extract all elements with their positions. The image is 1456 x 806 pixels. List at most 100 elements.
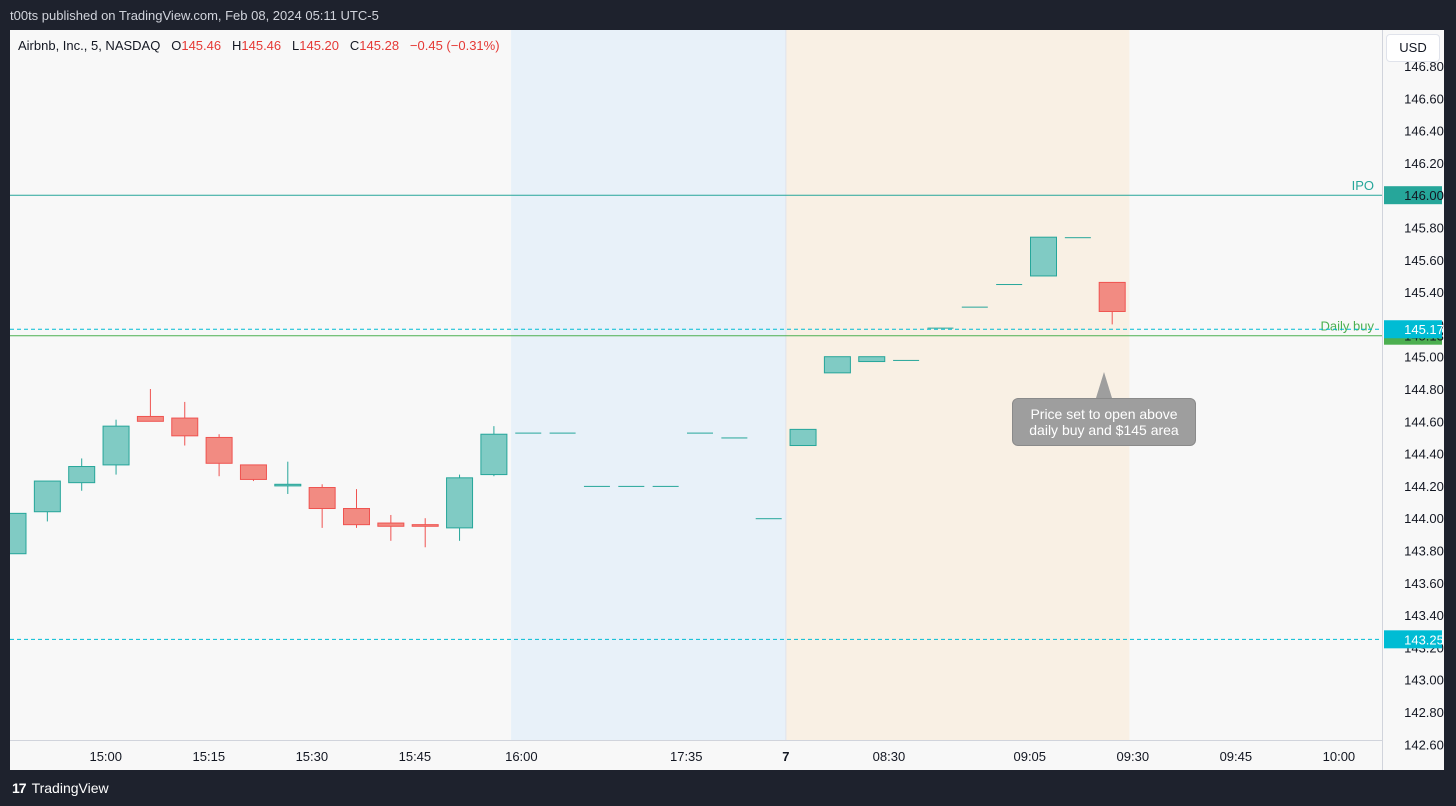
x-tick-label-4: 15:45 [399,749,432,764]
x-tick-label-11: 09:45 [1220,749,1253,764]
candle-body-15 [515,432,542,434]
candle-body-13 [446,477,474,529]
y-tick-label-0: 146.80 [1404,59,1444,74]
chart-frame[interactable]: IPO Daily buy 146.80 146.60 146.40 146.20 146.… [10,30,1444,770]
y-tick-label-3: 146.20 [1404,156,1444,171]
high-label: H [231,38,242,53]
close-label: C [349,38,360,53]
candle-body-8 [274,483,302,487]
candle-body-12 [411,524,439,527]
price-badge-label-3: 143.25 [1404,632,1444,647]
y-tick-label-7: 145.40 [1404,285,1444,300]
y-tick-label-17: 143.40 [1404,608,1444,623]
x-tick-label-12: 10:00 [1323,749,1356,764]
y-tick-label-12: 144.40 [1404,447,1444,462]
price-badge-label-0: 146.00 [1404,188,1444,203]
annotation-callout[interactable]: Price set to open above daily buy and $1… [1012,372,1196,446]
symbol-name: Airbnb, Inc., 5, NASDAQ [18,38,161,53]
y-tick-label-6: 145.60 [1404,253,1444,268]
candle-body-31 [1064,237,1091,239]
change-value: −0.45 (−0.31%) [409,38,500,53]
y-tick-label-20: 142.80 [1404,705,1444,720]
candle-body-27 [927,327,954,329]
price-badge-2 [1384,320,1442,339]
low-label: L [292,38,300,53]
candle-body-16 [549,432,576,434]
candle-body-4 [136,415,164,422]
x-tick-label-6: 17:35 [670,749,703,764]
level-label-ipo: IPO [1352,178,1374,193]
candle-body-2 [68,466,96,484]
y-tick-label-5: 145.80 [1404,221,1444,236]
session-pre-market [785,30,1130,740]
candle-body-1 [33,480,61,513]
price-chart[interactable]: IPO Daily buy 146.80 146.60 146.40 146.20 146.… [10,30,1444,770]
y-tick-label-14: 144.00 [1404,511,1444,526]
candle-body-32 [1098,281,1126,312]
y-tick-label-1: 146.60 [1404,91,1444,106]
level-label-daily-buy: Daily buy [1321,319,1375,334]
x-tick-label-3: 15:30 [296,749,329,764]
x-tick-label-5: 16:00 [505,749,538,764]
y-tick-label-9: 145.00 [1404,350,1444,365]
x-tick-label-10: 09:30 [1117,749,1150,764]
candle-body-5 [171,417,199,437]
y-tick-label-10: 144.80 [1404,382,1444,397]
tradingview-logo[interactable]: 17 TradingView [12,780,109,796]
price-badge-0 [1384,186,1442,205]
candle-body-14 [480,433,508,476]
price-axis-background [1382,30,1444,770]
low-value: 145.20 [299,38,340,53]
x-tick-label-8: 08:30 [873,749,906,764]
session-after-hours [511,30,786,740]
x-tick-label-9: 09:05 [1013,749,1046,764]
candle-body-6 [205,436,233,464]
callout-bubble: Price set to open above daily buy and $1… [1012,398,1196,446]
candle-body-22 [755,518,782,520]
bottom-bar: 17 TradingView [0,770,1456,806]
candle-body-25 [858,356,886,363]
candle-body-20 [687,432,713,434]
candle-body-9 [308,487,336,510]
x-tick-label-2: 15:15 [193,749,226,764]
candle-body-3 [102,425,130,466]
candle-body-23 [789,428,817,447]
candle-body-21 [721,437,748,439]
y-tick-label-13: 144.20 [1404,479,1444,494]
candle-body-30 [1030,236,1057,277]
candle-body-29 [996,284,1023,286]
price-badge-3 [1384,630,1442,649]
top-bar: t00ts published on TradingView.com, Feb … [0,0,1456,30]
tradingview-logo-icon: 17 [12,780,27,796]
published-caption: t00ts published on TradingView.com, Feb … [10,8,379,23]
open-value: 145.46 [181,38,222,53]
candle-body-24 [823,356,851,374]
open-label: O [171,38,182,53]
callout-line-1: Price set to open above [1030,406,1178,422]
candle-body-10 [343,508,370,526]
high-value: 145.46 [241,38,282,53]
y-tick-label-11: 144.60 [1404,414,1444,429]
candle-body-19 [652,485,679,487]
candle-body-7 [239,464,267,480]
y-tick-label-21: 142.60 [1404,737,1444,752]
candle-body-11 [377,522,405,527]
symbol-legend: Airbnb, Inc., 5, NASDAQ O145.46 H145.46 … [18,38,500,53]
candle-body-18 [618,485,645,487]
candle-body-26 [893,359,920,361]
y-tick-label-16: 143.60 [1404,576,1444,591]
y-tick-label-15: 143.80 [1404,544,1444,559]
callout-pointer [1096,372,1112,398]
candle-body-28 [961,306,988,308]
x-tick-label-7: 7 [782,749,789,764]
candle-body-0 [10,512,27,555]
currency-button[interactable]: USD [1386,34,1440,62]
callout-line-2: daily buy and $145 area [1029,422,1179,438]
tradingview-brand: TradingView [31,780,109,796]
price-badge-label-2: 145.17 [1404,322,1444,337]
candle-body-17 [583,485,610,487]
close-value: 145.28 [359,38,400,53]
y-tick-label-2: 146.40 [1404,124,1444,139]
x-tick-label-1: 15:00 [89,749,122,764]
y-tick-label-19: 143.00 [1404,673,1444,688]
